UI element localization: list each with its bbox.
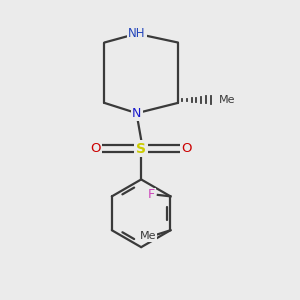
Text: O: O [90, 142, 101, 155]
Text: Me: Me [140, 231, 157, 241]
Text: N: N [132, 107, 141, 120]
Text: Me: Me [219, 95, 235, 105]
Text: O: O [182, 142, 192, 155]
Text: F: F [148, 188, 155, 201]
Text: NH: NH [128, 27, 146, 40]
Text: S: S [136, 142, 146, 155]
